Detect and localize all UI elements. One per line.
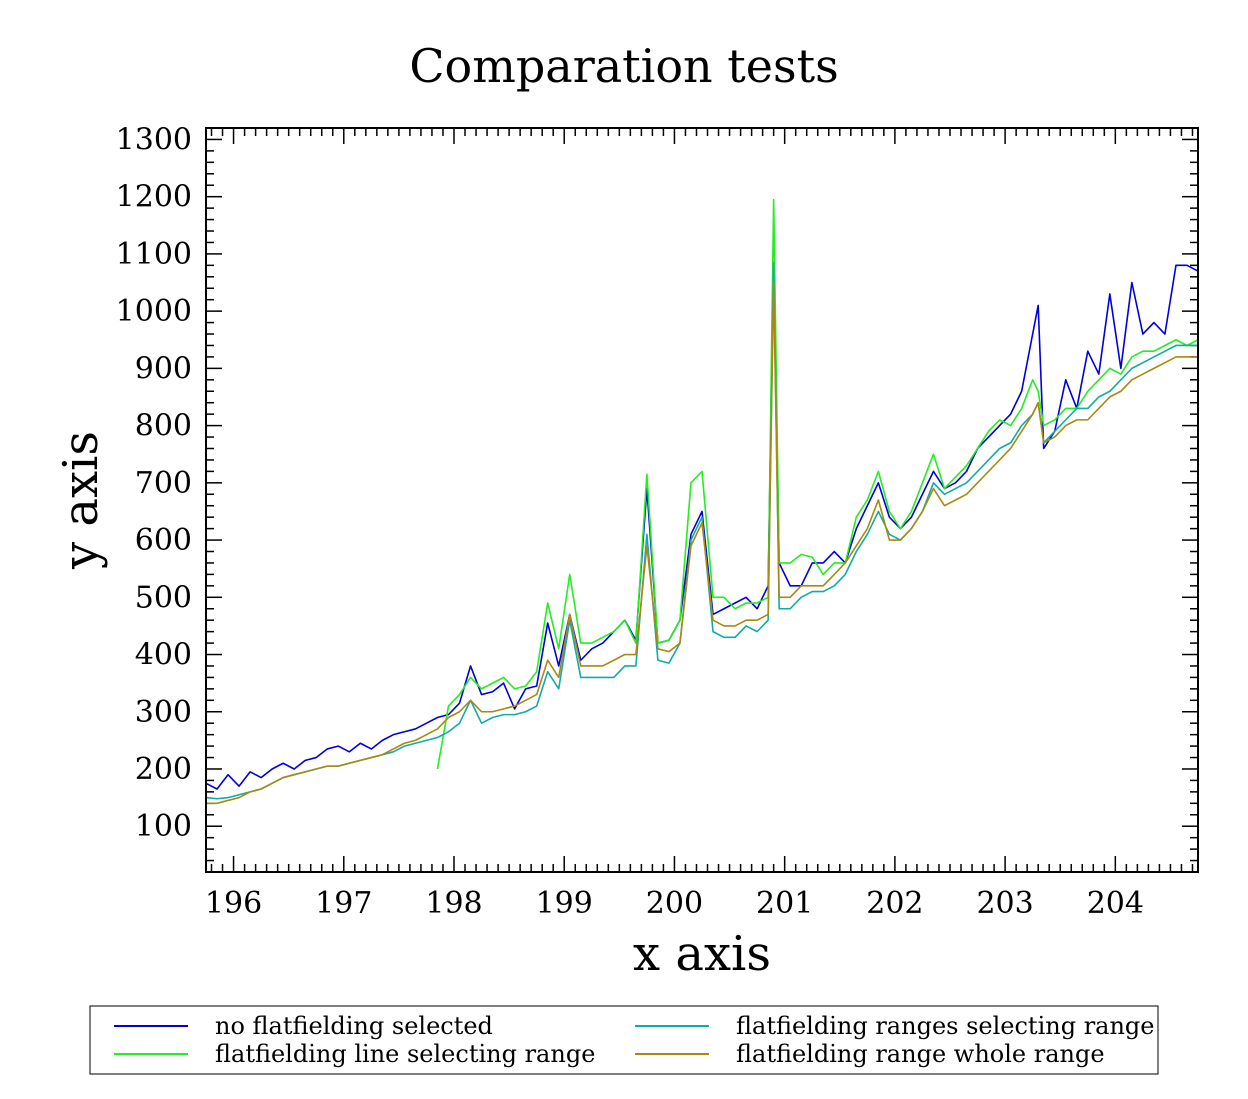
y-tick-label: 1200 <box>116 180 192 215</box>
x-tick-label: 198 <box>425 886 482 921</box>
plot-frame <box>205 127 1199 873</box>
y-tick-label: 500 <box>135 580 192 615</box>
x-tick-label: 201 <box>756 886 813 921</box>
x-axis-label: x axis <box>633 926 771 982</box>
legend-box <box>89 1005 1159 1075</box>
axis-ticks <box>206 127 1198 873</box>
y-tick-label: 600 <box>135 523 192 558</box>
legend-label-0: no flatfielding selected <box>215 1012 493 1040</box>
y-tick-label: 700 <box>135 466 192 501</box>
tick-labels: 196 197 198 199 200 201 202 203 204 100 200 300 400 5… <box>116 122 1144 921</box>
y-axis-label: y axis <box>53 431 109 570</box>
legend-label-1: flatfielding ranges selecting range <box>736 1012 1155 1040</box>
y-tick-label: 400 <box>135 638 192 673</box>
chart-title: Comparation tests <box>409 39 838 93</box>
series-layer <box>205 198 1199 805</box>
x-tick-label: 199 <box>536 886 593 921</box>
y-tick-label: 1100 <box>116 237 192 272</box>
y-tick-label: 200 <box>135 752 192 787</box>
x-tick-label: 204 <box>1087 886 1144 921</box>
legend-label-2: flatfielding line selecting range <box>215 1040 595 1068</box>
legend: no flatfielding selected flatfielding ra… <box>89 1005 1159 1075</box>
legend-label-3: flatfielding range whole range <box>736 1040 1105 1068</box>
series-line-3 <box>206 281 1198 805</box>
y-tick-label: 900 <box>135 351 192 386</box>
series-line-2 <box>205 261 1198 800</box>
x-tick-label: 202 <box>866 886 923 921</box>
x-tick-label: 196 <box>205 886 262 921</box>
y-tick-label: 1300 <box>116 122 192 157</box>
x-tick-label: 197 <box>315 886 372 921</box>
x-tick-label: 203 <box>976 886 1033 921</box>
y-tick-label: 100 <box>135 809 192 844</box>
x-tick-label: 200 <box>646 886 703 921</box>
series-line-1 <box>436 198 1199 770</box>
y-tick-label: 800 <box>135 409 192 444</box>
y-tick-label: 1000 <box>116 294 192 329</box>
y-tick-label: 300 <box>135 695 192 730</box>
